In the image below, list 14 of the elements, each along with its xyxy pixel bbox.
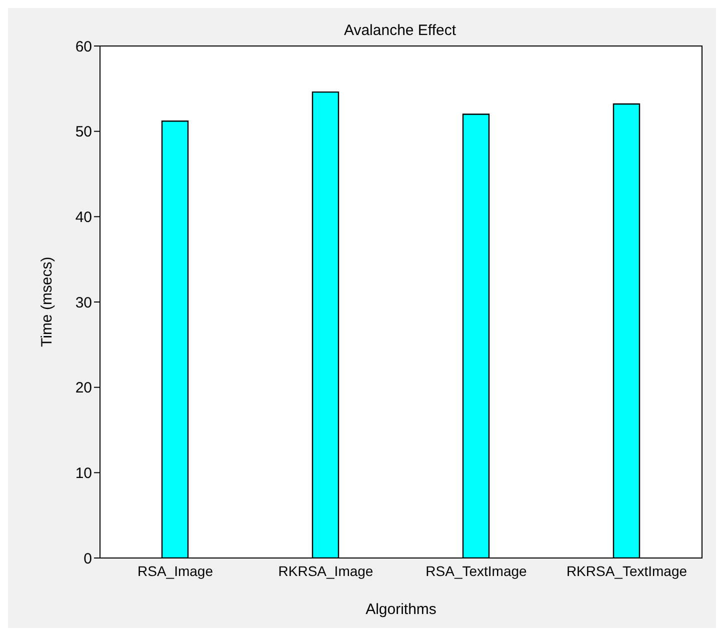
x-tick-label: RKRSA_TextImage [566, 562, 688, 579]
y-axis-title: Time (msecs) [38, 256, 56, 347]
y-tick-label: 10 [75, 464, 92, 482]
y-tick-label: 30 [75, 294, 92, 312]
y-tick-label: 0 [84, 550, 92, 568]
y-tick-label: 60 [75, 38, 92, 56]
y-tick-label: 50 [75, 124, 92, 141]
y-tick-label: 20 [75, 380, 92, 397]
x-tick-label: RKRSA_Image [278, 562, 374, 579]
x-axis-title: Algorithms [366, 601, 436, 618]
chart-title: Avalanche Effect [342, 22, 458, 39]
x-tick-label: RSA_Image [138, 562, 214, 579]
y-tick-label: 40 [75, 208, 92, 226]
x-tick-label: RSA_TextImage [426, 562, 528, 579]
